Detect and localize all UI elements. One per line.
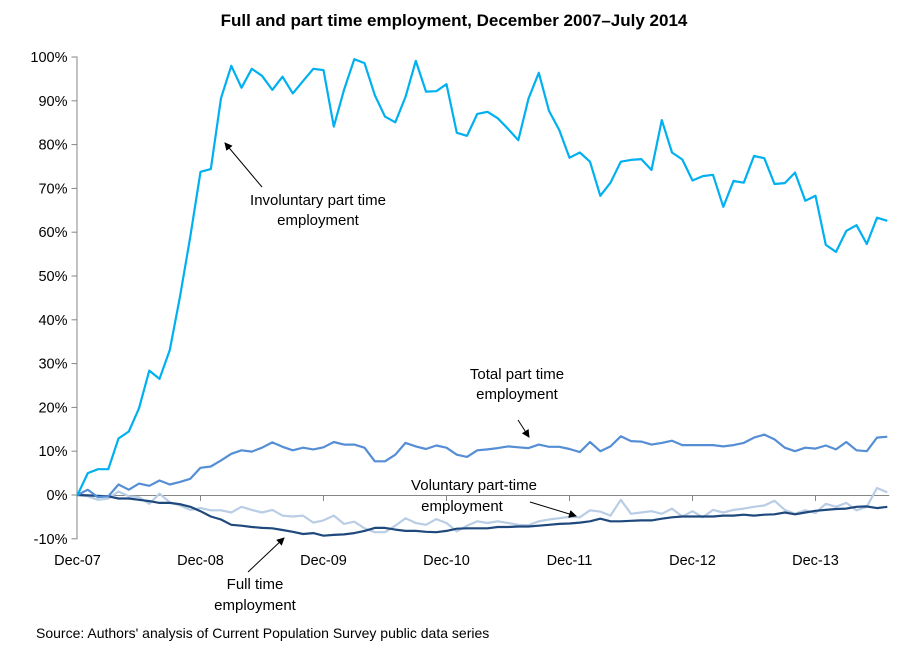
x-tick-label: Dec-11 xyxy=(547,553,593,569)
series-line-involuntary xyxy=(76,58,888,496)
x-tick-label: Dec-08 xyxy=(177,553,224,569)
y-tick-label: 70% xyxy=(38,181,67,197)
annotation-arrow xyxy=(529,501,577,518)
annotation-voluntary-line1: Voluntary part-time xyxy=(411,477,537,494)
axes: -10% 0% 10% 20% 30% 40% 50% 60% 70% 80% 90% 100% Dec… xyxy=(30,50,890,569)
y-tick-label: -10% xyxy=(34,532,68,548)
annotation-full-time-line2: employment xyxy=(214,597,297,614)
annotation-voluntary: Voluntary part-time employment xyxy=(411,477,577,518)
y-tick-label: 80% xyxy=(38,138,67,154)
annotation-total-part-time: Total part time employment xyxy=(470,366,564,438)
annotation-total-line2: employment xyxy=(476,386,559,403)
y-tick-label: 10% xyxy=(38,444,67,460)
annotation-total-line1: Total part time xyxy=(470,366,564,383)
x-tick-label: Dec-12 xyxy=(669,553,716,569)
annotation-full-time: Full time employment xyxy=(214,537,297,614)
y-tick-label: 100% xyxy=(30,50,67,66)
annotation-involuntary-line1: Involuntary part time xyxy=(250,192,386,209)
annotation-full-time-line1: Full time xyxy=(227,576,284,593)
y-tick-label: 20% xyxy=(38,400,67,416)
x-tick-label: Dec-07 xyxy=(54,553,101,569)
chart-title: Full and part time employment, December … xyxy=(221,11,688,30)
annotation-arrow xyxy=(224,142,263,188)
annotation-arrow xyxy=(517,419,530,438)
y-tick-label: 30% xyxy=(38,357,67,373)
series-line-voluntary xyxy=(77,486,888,534)
y-tick-label: 90% xyxy=(38,94,67,110)
x-tick-label: Dec-09 xyxy=(300,553,347,569)
source-note: Source: Authors' analysis of Current Pop… xyxy=(36,625,489,641)
annotation-voluntary-line2: employment xyxy=(421,498,504,515)
y-tick-label: 40% xyxy=(38,313,67,329)
annotation-involuntary-line2: employment xyxy=(277,212,360,229)
series-line-total-part-time xyxy=(76,433,888,499)
x-tick-label: Dec-13 xyxy=(792,553,839,569)
y-tick-label: 0% xyxy=(47,488,68,504)
y-tick-label: 50% xyxy=(38,269,67,285)
x-tick-label: Dec-10 xyxy=(423,553,470,569)
series-group xyxy=(76,58,888,537)
annotation-arrow xyxy=(247,537,285,573)
y-tick-label: 60% xyxy=(38,225,67,241)
series-line-full-time xyxy=(77,493,888,537)
annotation-involuntary: Involuntary part time employment xyxy=(224,142,386,229)
